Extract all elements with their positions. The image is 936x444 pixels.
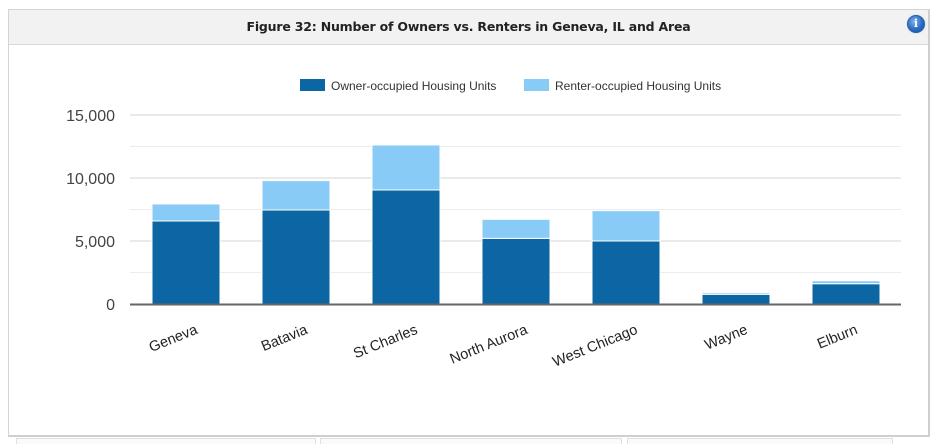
y-tick-label: 0 [106, 297, 115, 314]
y-tick-label: 5,000 [75, 234, 115, 251]
bar-renter-north-aurora[interactable] [481, 218, 551, 239]
y-tick-label: 10,000 [66, 171, 115, 188]
bar-renter-west-chicago[interactable] [591, 210, 661, 242]
bottom-tab-3 [627, 438, 893, 444]
bar-renter-batavia[interactable] [261, 180, 331, 211]
bar-owner-geneva[interactable] [151, 220, 221, 305]
bar-owner-batavia[interactable] [261, 209, 331, 305]
bar-renter-elburn[interactable] [811, 280, 881, 285]
x-tick-label: Geneva [147, 322, 201, 356]
y-axis-ticks: 0 5,000 10,000 15,000 [66, 108, 115, 314]
legend-swatch-renter [524, 79, 549, 91]
panel-header: Figure 32: Number of Owners vs. Renters … [9, 10, 928, 45]
x-tick-label: Batavia [259, 322, 311, 355]
bottom-tab-1 [16, 438, 316, 444]
legend-label-owner: Owner-occupied Housing Units [331, 79, 496, 93]
legend-item-owner[interactable]: Owner-occupied Housing Units [300, 79, 496, 93]
x-tick-label: Wayne [703, 322, 750, 354]
info-icon[interactable]: i [907, 15, 925, 33]
bar-renter-geneva[interactable] [151, 203, 221, 222]
bottom-tab-2 [320, 438, 622, 444]
bar-owner-west-chicago[interactable] [591, 240, 661, 305]
bar-owner-wayne[interactable] [701, 293, 771, 305]
bar-owner-elburn[interactable] [811, 283, 881, 305]
legend: Owner-occupied Housing Units Renter-occu… [300, 79, 721, 93]
bar-owner-st-charles[interactable] [371, 189, 441, 305]
x-tick-label: West Chicago [551, 322, 640, 371]
y-tick-label: 15,000 [66, 108, 115, 125]
x-tick-label: Elburn [815, 322, 860, 353]
legend-swatch-owner [300, 79, 325, 91]
bar-renter-st-charles[interactable] [371, 144, 441, 191]
x-tick-label: North Aurora [448, 322, 531, 368]
panel-title: Figure 32: Number of Owners vs. Renters … [246, 19, 691, 34]
x-axis-labels: Geneva Batavia St Charles North Aurora West … [147, 322, 860, 371]
bar-renter-wayne[interactable] [701, 292, 771, 295]
bars [151, 144, 881, 305]
x-tick-label: St Charles [351, 322, 420, 362]
legend-label-renter: Renter-occupied Housing Units [555, 79, 721, 93]
bar-owner-north-aurora[interactable] [481, 237, 551, 305]
legend-item-renter[interactable]: Renter-occupied Housing Units [524, 79, 721, 93]
